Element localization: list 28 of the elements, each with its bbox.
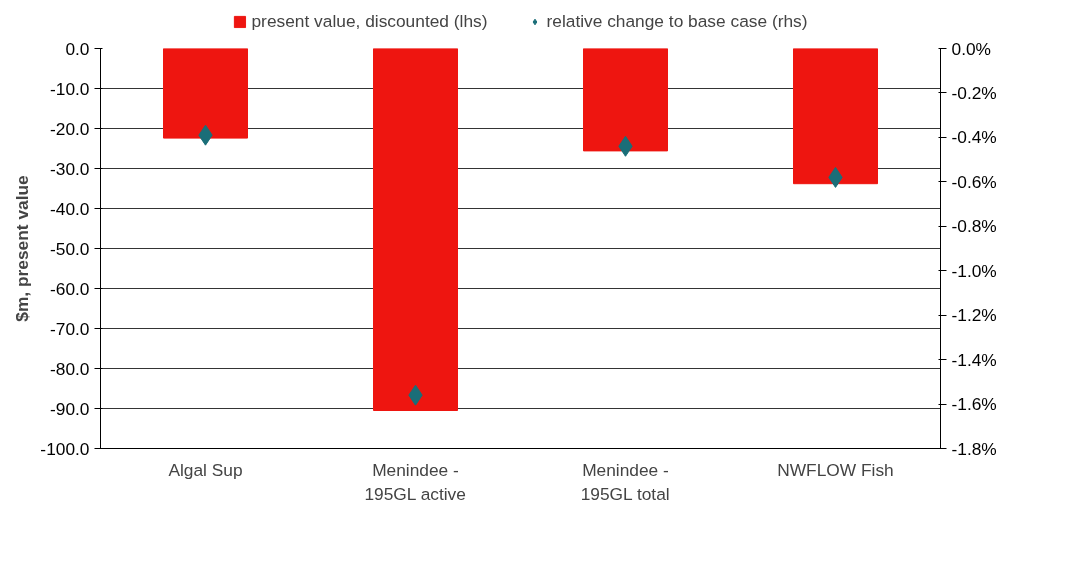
y2-tick-label: -1.2%	[951, 305, 997, 326]
y-tick-label: -50.0	[50, 238, 90, 259]
y-axis-title: $m, present value	[12, 174, 33, 322]
y2-tick-label: 0.0%	[951, 38, 991, 59]
y2-tick-label: -0.6%	[951, 171, 997, 192]
y2-tick-label: -1.6%	[951, 394, 997, 415]
y-tick-label: -10.0	[50, 78, 90, 99]
x-tick-label: Menindee - 195GL active	[364, 459, 466, 504]
y-tick-label: -60.0	[50, 278, 90, 299]
y2-tick-label: -1.0%	[951, 260, 997, 281]
y2-tick-label: -1.8%	[951, 438, 997, 459]
y2-tick-label: -0.4%	[951, 127, 997, 148]
y-tick-label: -100.0	[40, 438, 90, 459]
y-tick-label: -70.0	[50, 318, 90, 339]
legend-label: relative change to base case (rhs)	[546, 10, 808, 32]
y2-tick-label: -0.2%	[951, 82, 997, 103]
y-tick-label: -90.0	[50, 398, 90, 419]
y-tick-label: -80.0	[50, 358, 90, 379]
y2-tick-label: -1.4%	[951, 349, 997, 370]
legend-label: present value, discounted (lhs)	[251, 10, 488, 32]
y-tick-label: -40.0	[50, 198, 90, 219]
y2-tick-label: -0.8%	[951, 216, 997, 237]
x-tick-label: Algal Sup	[168, 459, 243, 480]
y-tick-label: -30.0	[50, 158, 90, 179]
y-tick-label: -20.0	[50, 118, 90, 139]
x-tick-label: Menindee - 195GL total	[580, 459, 670, 504]
y-tick-label: 0.0	[65, 38, 90, 59]
x-tick-label: NWFLOW Fish	[777, 459, 894, 480]
